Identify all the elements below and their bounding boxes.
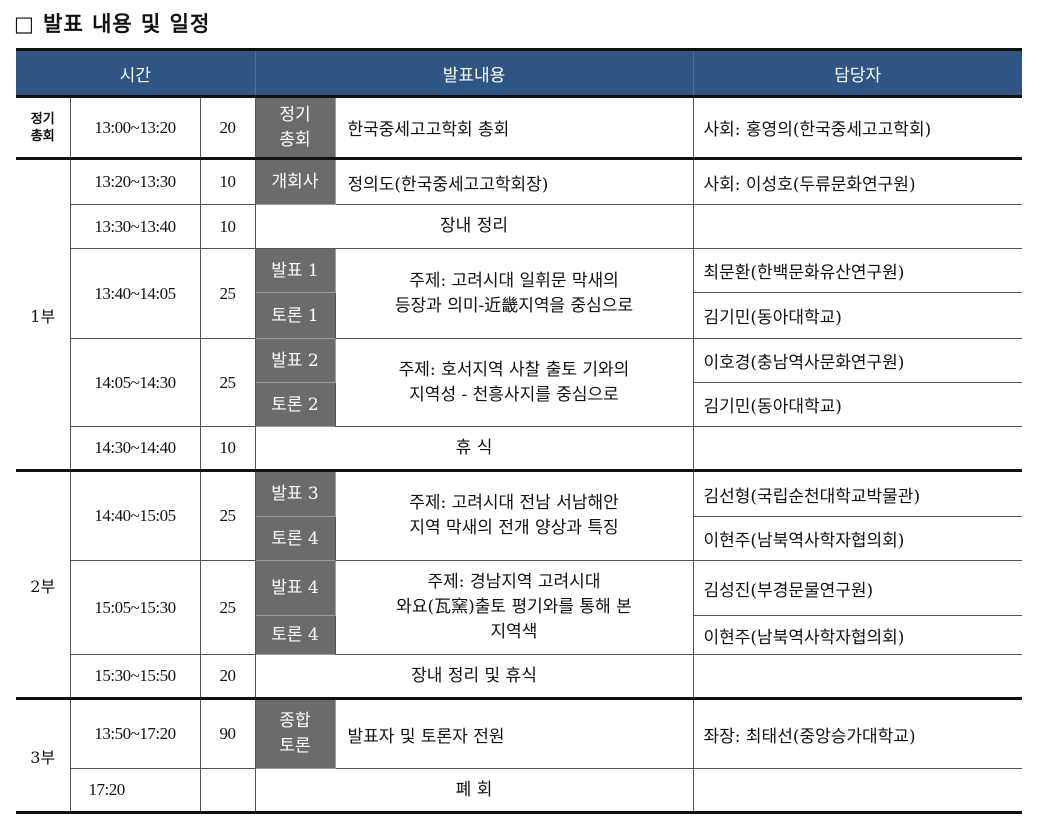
minutes-cell: 10 [199,426,256,472]
person-cell: 이호경(충남역사문화연구원) [692,338,1022,383]
content-cell: 정의도(한국중세고고학회장) [334,158,694,205]
label-cell: 토론 2 [255,382,336,427]
minutes-cell: 10 [199,204,256,249]
person-cell: 김선형(국립순천대학교박물관) [692,470,1022,517]
time-cell: 14:30~14:40 [70,426,201,472]
content-cell: 장내 정리 및 휴식 [254,654,694,700]
person-cell [692,654,1022,700]
table-row: 15:30~15:50 20 장내 정리 및 휴식 [16,654,1022,700]
time-cell: 17:20 [70,768,201,814]
content-cell: 휴 식 [254,426,694,472]
section-cell: 정기 총회 [16,96,71,160]
table-row: 1부 13:20~13:30 10 개회사 정의도(한국중세고고학회장) 사회:… [16,158,1022,472]
minutes-cell: 10 [199,158,256,205]
minutes-cell: 90 [199,698,256,769]
table-row: 13:40~14:05 25 발표 1 주제: 고려시대 일휘문 막새의 등장과… [16,248,1022,339]
content-cell: 폐 회 [254,768,694,814]
person-cell [692,768,1022,814]
table-row: 토론 2 김기민(동아대학교) [16,382,1022,427]
header-content: 발표내용 [254,48,694,98]
header-time: 시간 [16,48,256,98]
table-row: 14:30~14:40 10 휴 식 [16,426,1022,472]
minutes-cell: 25 [199,470,256,561]
label-cell: 토론 4 [255,516,336,561]
person-cell [692,204,1022,249]
content-cell: 주제: 경남지역 고려시대 와요(瓦窯)출토 평기와를 통해 본 지역색 [334,560,694,655]
table-row: 15:05~15:30 25 발표 4 주제: 경남지역 고려시대 와요(瓦窯)… [16,560,1022,655]
label-cell: 개회사 [254,158,336,205]
person-cell: 사회: 이성호(두류문화연구원) [692,158,1022,205]
person-cell [692,426,1022,472]
table-row: 2부 14:40~15:05 25 발표 3 주제: 고려시대 전남 서남해안 … [16,470,1022,700]
minutes-cell: 20 [199,96,256,160]
label-cell: 발표 4 [254,560,336,616]
person-cell: 김기민(동아대학교) [692,382,1022,427]
time-cell: 13:20~13:30 [69,158,201,205]
time-cell: 13:30~13:40 [70,204,201,249]
content-cell: 주제: 고려시대 일휘문 막새의 등장과 의미-近畿지역을 중심으로 [334,248,694,339]
minutes-cell: 25 [199,560,256,655]
minutes-cell: 20 [199,654,256,700]
label-cell: 정기 총회 [254,96,336,160]
person-cell: 이현주(남북역사학자협의회) [692,516,1022,561]
minutes-cell: 25 [199,338,256,427]
label-cell: 종합 토론 [254,698,336,769]
person-cell: 이현주(남북역사학자협의회) [692,615,1022,655]
section-cell: 2부 [16,470,71,700]
time-cell: 13:50~17:20 [69,698,201,769]
table-row: 정기 총회 13:00~13:20 20 정기 총회 한국중세고고학회 총회 사… [16,96,1022,160]
person-cell: 김성진(부경문물연구원) [692,560,1022,616]
content-cell: 장내 정리 [254,204,694,249]
table-row: 3부 13:50~17:20 90 종합 토론 발표자 및 토론자 전원 좌장:… [16,698,1022,814]
content-cell: 한국중세고고학회 총회 [334,96,694,160]
person-cell: 최문환(한백문화유산연구원) [692,248,1022,293]
time-cell: 13:00~13:20 [69,96,201,160]
person-cell: 사회: 홍영의(한국중세고고학회) [692,96,1022,160]
section-cell: 1부 [16,158,71,472]
label-cell: 발표 2 [254,338,336,383]
schedule-table: 시간 발표내용 담당자 정기 총회 13:00~13:20 20 정기 총회 한… [16,48,1022,814]
content-cell: 주제: 호서지역 사찰 출토 기와의 지역성 - 천흥사지를 중심으로 [334,338,694,427]
table-row: 14:05~14:30 25 발표 2 주제: 호서지역 사찰 출토 기와의 지… [16,338,1022,427]
person-cell: 좌장: 최태선(중앙승가대학교) [692,698,1022,769]
time-cell: 15:05~15:30 [70,560,201,655]
table-row: 토론 1 김기민(동아대학교) [16,292,1022,339]
header-person: 담당자 [692,48,1022,98]
table-row: 13:30~13:40 10 장내 정리 [16,204,1022,249]
content-cell: 주제: 고려시대 전남 서남해안 지역 막새의 전개 양상과 특징 [334,470,694,561]
label-cell: 토론 4 [255,615,336,655]
time-cell: 14:40~15:05 [69,470,201,561]
label-cell: 발표 1 [254,248,336,293]
time-cell: 14:05~14:30 [70,338,201,427]
time-cell: 13:40~14:05 [70,248,201,339]
content-cell: 발표자 및 토론자 전원 [334,698,694,769]
minutes-cell: 25 [199,248,256,339]
time-cell: 15:30~15:50 [70,654,201,700]
label-cell: 토론 1 [255,292,336,339]
table-header: 시간 발표내용 담당자 [16,48,1022,98]
minutes-cell [199,768,256,814]
person-cell: 김기민(동아대학교) [692,292,1022,339]
label-cell: 발표 3 [254,470,336,517]
table-row: 17:20 폐 회 [16,768,1022,814]
section-cell: 3부 [16,698,71,814]
page-title: □ 발표 내용 및 일정 [14,12,211,36]
